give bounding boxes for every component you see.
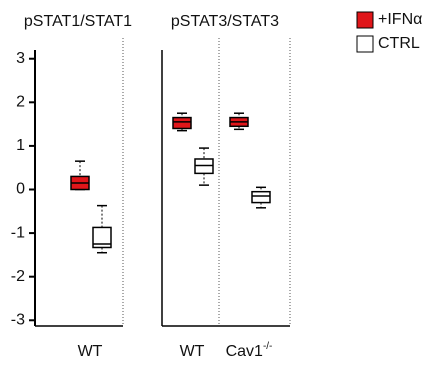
- y-tick-label: 2: [16, 94, 25, 111]
- x-tick-label-sup: -/-: [263, 341, 272, 352]
- panel-title: pSTAT1/STAT1: [24, 13, 132, 30]
- legend-swatch: [356, 11, 374, 29]
- y-tick-label: 3: [16, 50, 25, 67]
- box: [172, 116, 192, 130]
- y-tick-label: 1: [16, 137, 25, 154]
- x-tick-label-text: Cav1: [226, 343, 263, 360]
- panel-title: pSTAT3/STAT3: [171, 13, 279, 30]
- y-tick-label: -3: [11, 312, 25, 329]
- x-tick-label-text: WT: [180, 343, 205, 360]
- box: [92, 226, 112, 249]
- x-tick-label-text: WT: [78, 343, 103, 360]
- x-tick-label: WT: [78, 343, 103, 360]
- y-tick-label: 0: [16, 181, 25, 198]
- legend-label: +IFNα: [378, 11, 422, 28]
- y-tick-label: -2: [11, 268, 25, 285]
- x-tick-label: Cav1-/-: [226, 341, 273, 361]
- x-tick-label: WT: [180, 343, 205, 360]
- legend-label: CTRL: [378, 35, 420, 52]
- legend-swatch: [356, 35, 374, 53]
- y-tick-label: -1: [11, 224, 25, 241]
- box: [251, 190, 271, 204]
